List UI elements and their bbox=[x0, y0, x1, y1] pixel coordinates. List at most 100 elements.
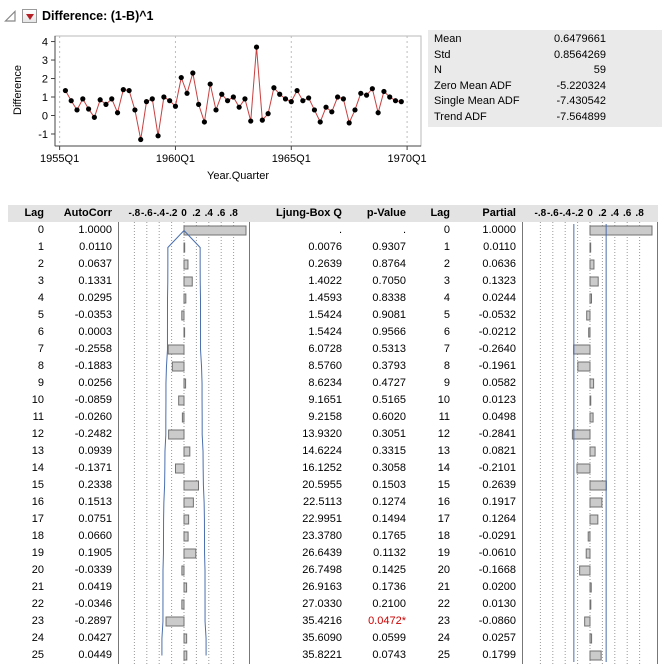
ljung-box-q-cell: 16.1252 bbox=[250, 460, 348, 477]
y-tick-label: 4 bbox=[42, 37, 48, 49]
p-value-cell: 0.8764 bbox=[348, 256, 412, 273]
lag-cell: 17 bbox=[8, 511, 50, 528]
axis-tick-label: .2 bbox=[192, 205, 200, 222]
axis-tick-label: .6 bbox=[217, 205, 225, 222]
partial-cell: 0.0257 bbox=[456, 630, 522, 647]
lag2-cell: 13 bbox=[412, 443, 456, 460]
axis-tick-label: -.2 bbox=[166, 205, 178, 222]
stats-row: Zero Mean ADF-5.220324 bbox=[428, 79, 662, 95]
ljung-box-q-cell: 1.5424 bbox=[250, 307, 348, 324]
red-triangle-icon bbox=[26, 14, 34, 20]
correlation-bar bbox=[590, 583, 591, 592]
axis-tick-label: .4 bbox=[611, 205, 619, 222]
partial-cell: 0.0582 bbox=[456, 375, 522, 392]
autocorr-cell: 0.0637 bbox=[50, 256, 118, 273]
partial-cell: -0.1668 bbox=[456, 562, 522, 579]
ljung-box-q-cell: 22.9951 bbox=[250, 511, 348, 528]
autocorr-cell: 0.1905 bbox=[50, 545, 118, 562]
p-value-cell: 0.1274 bbox=[348, 494, 412, 511]
correlation-bar bbox=[184, 226, 246, 235]
y-axis-label: Difference bbox=[12, 55, 24, 125]
ljung-box-q-cell: 35.4216 bbox=[250, 613, 348, 630]
p-value-cell: 0.2100 bbox=[348, 596, 412, 613]
correlation-bar bbox=[590, 260, 594, 269]
axis-tick-label: -.8 bbox=[535, 205, 547, 222]
data-point bbox=[63, 88, 68, 93]
autocorrelation-plot bbox=[118, 222, 250, 664]
lag2-cell: 23 bbox=[412, 613, 456, 630]
partial-cell: 0.1917 bbox=[456, 494, 522, 511]
lag2-cell: 7 bbox=[412, 341, 456, 358]
p-value-cell: . bbox=[348, 222, 412, 239]
data-point bbox=[323, 105, 328, 110]
autocorr-cell: -0.1371 bbox=[50, 460, 118, 477]
lag2-cell: 20 bbox=[412, 562, 456, 579]
correlation-bar bbox=[590, 481, 606, 490]
correlation-bar bbox=[590, 396, 591, 405]
partial-cell: -0.2640 bbox=[456, 341, 522, 358]
autocorr-cell: 0.0427 bbox=[50, 630, 118, 647]
lag2-cell: 6 bbox=[412, 324, 456, 341]
lag-cell: 8 bbox=[8, 358, 50, 375]
data-point bbox=[306, 95, 311, 100]
y-tick-label: -1 bbox=[38, 129, 48, 141]
lag2-cell: 15 bbox=[412, 477, 456, 494]
page-title: Difference: (1-B)^1 bbox=[42, 9, 154, 23]
correlation-bar bbox=[590, 447, 595, 456]
ljung-box-q-cell: 23.3780 bbox=[250, 528, 348, 545]
stat-label: Single Mean ADF bbox=[428, 94, 534, 110]
autocorr-cell: 0.0660 bbox=[50, 528, 118, 545]
y-tick-label: 1 bbox=[42, 92, 48, 104]
plot-frame bbox=[55, 36, 421, 146]
p-value-cell: 0.5313 bbox=[348, 341, 412, 358]
data-point bbox=[202, 119, 207, 124]
lag2-cell: 22 bbox=[412, 596, 456, 613]
p-value-cell: 0.0599 bbox=[348, 630, 412, 647]
stat-label: Zero Mean ADF bbox=[428, 79, 534, 95]
partial-cell: 0.0498 bbox=[456, 409, 522, 426]
outline-disclosure-icon[interactable] bbox=[4, 9, 17, 23]
lag-cell: 15 bbox=[8, 477, 50, 494]
correlation-bar bbox=[590, 651, 601, 660]
data-point bbox=[393, 98, 398, 103]
correlation-bar bbox=[184, 583, 187, 592]
data-point bbox=[190, 70, 195, 75]
partial-cell: 0.2639 bbox=[456, 477, 522, 494]
partial-cell: -0.2101 bbox=[456, 460, 522, 477]
red-triangle-menu-button[interactable] bbox=[22, 9, 37, 23]
ljung-box-q-cell: 1.4022 bbox=[250, 273, 348, 290]
ljung-box-q-cell: 26.6439 bbox=[250, 545, 348, 562]
correlation-bar bbox=[169, 430, 184, 439]
lag2-cell: 21 bbox=[412, 579, 456, 596]
correlation-bar bbox=[590, 277, 598, 286]
lag2-cell: 18 bbox=[412, 528, 456, 545]
p-value-cell: 0.1503 bbox=[348, 477, 412, 494]
lag2-cell: 8 bbox=[412, 358, 456, 375]
ljung-box-q-cell: . bbox=[250, 222, 348, 239]
p-value-cell: 0.0743 bbox=[348, 647, 412, 664]
p-value-cell: 0.1765 bbox=[348, 528, 412, 545]
p-value-cell: 0.3058 bbox=[348, 460, 412, 477]
correlation-bar bbox=[184, 260, 188, 269]
data-point bbox=[329, 109, 334, 114]
data-point bbox=[277, 92, 282, 97]
ljung-box-q-cell: 1.4593 bbox=[250, 290, 348, 307]
data-point bbox=[161, 94, 166, 99]
data-point bbox=[80, 96, 85, 101]
correlation-bar bbox=[184, 498, 193, 507]
data-point bbox=[132, 107, 137, 112]
partial-cell: -0.0610 bbox=[456, 545, 522, 562]
axis-tick-label: .8 bbox=[635, 205, 643, 222]
correlation-bar bbox=[572, 430, 590, 439]
data-point bbox=[208, 81, 213, 86]
data-point bbox=[271, 85, 276, 90]
autocorr-cell: -0.2482 bbox=[50, 426, 118, 443]
autocorr-cell: 0.1331 bbox=[50, 273, 118, 290]
y-tick-label: 3 bbox=[42, 55, 48, 67]
summary-stats-panel: Mean0.6479661Std0.8564269N59Zero Mean AD… bbox=[428, 30, 662, 127]
acf-pacf-table: LagAutoCorr-.8-.6-.4-.20.2.4.6.8Ljung-Bo… bbox=[8, 205, 658, 664]
stats-row: Std0.8564269 bbox=[428, 48, 662, 64]
data-point bbox=[283, 96, 288, 101]
partial-cell: 1.0000 bbox=[456, 222, 522, 239]
p-value-cell: 0.3051 bbox=[348, 426, 412, 443]
